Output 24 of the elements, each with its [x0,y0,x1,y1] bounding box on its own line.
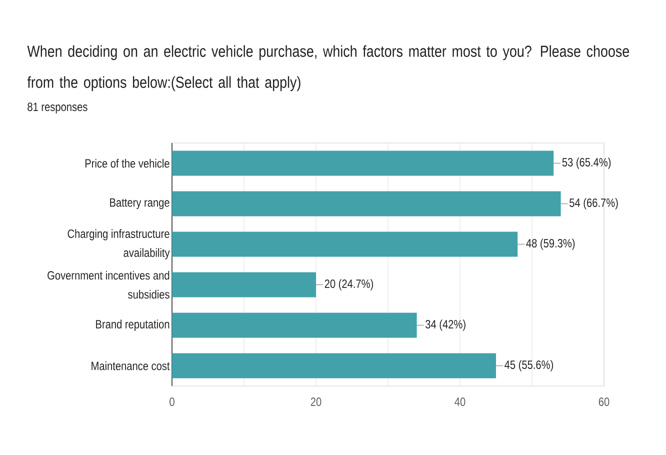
chart-title: When deciding on an electric vehicle purchase, which factors matter most to you? Please choose from the options below:(Select all that apply) [27,45,630,92]
y-tick-label: Brand reputation [96,320,170,331]
data-label: 48 (59.3%) [526,238,575,250]
bar [172,353,496,378]
x-tick-label: 0 [170,398,174,406]
y-tick-label: Maintenance cost [92,361,170,370]
data-label: 20 (24.7%) [324,279,374,290]
x-tick-label: 60 [598,398,610,406]
text: 81 responses [28,102,88,114]
x-tick-label: 20 [310,398,322,406]
x-tick-label: 40 [454,398,466,406]
bar [172,150,554,176]
y-tick-label: Charging infrastructure availability [68,229,170,260]
bar [172,272,316,298]
bar [172,312,417,338]
data-label: 53 (65.4%) [562,158,611,169]
y-tick-label: Battery range [110,198,170,210]
y-tick-label: Price of the vehicle [85,158,170,168]
data-label: 54 (66.7%) [570,198,618,210]
data-label: 34 (42%) [426,320,466,331]
bar [172,232,518,257]
y-tick-label: Government incentives and subsidies [48,270,170,299]
data-label: 45 (55.6%) [504,360,554,372]
bar [172,191,561,216]
